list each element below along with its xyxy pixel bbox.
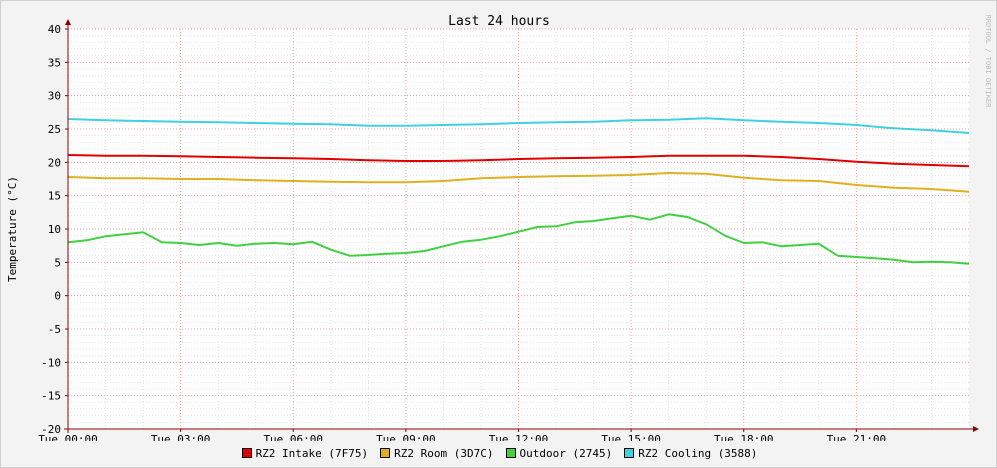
x-tick-label: Tue 09:00 [376,433,436,441]
legend-item: RZ2 Room (3D7C) [380,447,494,460]
y-tick-label: 20 [48,156,61,169]
chart-title: Last 24 hours [448,14,550,29]
y-tick-label: -20 [41,423,61,436]
y-axis-arrow [65,19,71,25]
legend-label: Outdoor (2745) [519,447,613,460]
series-line-2 [67,172,970,193]
legend-swatch [380,448,391,458]
legend-swatch [505,448,516,458]
y-tick-label: 10 [48,223,61,236]
legend-item: RZ2 Cooling (3588) [624,447,757,460]
x-tick-label: Tue 18:00 [714,433,774,441]
x-axis-arrow [973,426,979,432]
legend-swatch [624,448,635,458]
series-line-4 [67,117,970,134]
y-tick-label: 30 [48,90,61,103]
y-tick-label: -10 [41,356,61,369]
legend: RZ2 Intake (7F75) RZ2 Room (3D7C) Outdoor … [1,447,997,460]
y-tick-label: 40 [48,23,61,36]
x-tick-label: Tue 15:00 [601,433,661,441]
series-layer [67,117,970,265]
y-tick-label: -15 [41,390,61,403]
axes [64,19,979,433]
watermark: RRDTOOL / TOBI OETIKER [984,15,992,109]
series-line-1 [67,154,970,168]
series-line-3 [67,213,970,265]
legend-label: RZ2 Room (3D7C) [394,447,494,460]
y-tick-label: 25 [48,123,61,136]
x-tick-label: Tue 06:00 [263,433,323,441]
y-tick-label: 15 [48,190,61,203]
legend-item: RZ2 Intake (7F75) [241,447,369,460]
x-tick-label: Tue 03:00 [151,433,211,441]
x-tick-label: Tue 00:00 [38,433,98,441]
legend-swatch [241,448,252,458]
x-tick-label: Tue 12:00 [489,433,549,441]
y-tick-label: -5 [48,323,61,336]
y-tick-label: 5 [54,256,61,269]
y-tick-labels: 40 35 30 25 20 15 10 5 0 -5 -10 -15 -20 [41,23,61,436]
legend-label: RZ2 Intake (7F75) [255,447,369,460]
legend-item: Outdoor (2745) [505,447,613,460]
y-axis-label: Temperature (°C) [6,176,19,282]
x-tick-label: Tue 21:00 [827,433,887,441]
legend-label: RZ2 Cooling (3588) [638,447,758,460]
x-tick-labels: Tue 00:00 Tue 03:00 Tue 06:00 Tue 09:00 Tue … [38,433,887,446]
y-tick-label: 0 [54,290,61,303]
y-tick-label: 35 [48,56,61,69]
